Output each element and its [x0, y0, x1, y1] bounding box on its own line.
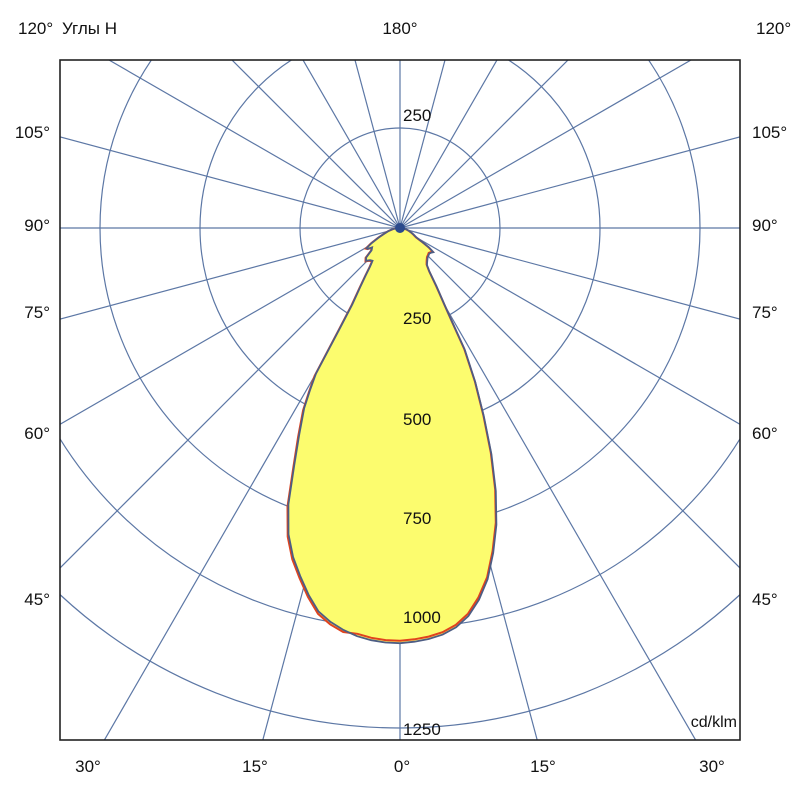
grid-ray: [354, 60, 401, 229]
right-angle-label: 105°: [752, 123, 787, 142]
left-angle-label: 45°: [24, 590, 50, 609]
top-center-angle-label: 180°: [382, 19, 417, 38]
left-angle-label: 105°: [15, 123, 50, 142]
bottom-angle-label: 15°: [530, 757, 556, 776]
grid-ray: [399, 227, 740, 320]
bottom-angle-label: 0°: [394, 757, 410, 776]
grid-ray: [399, 60, 446, 229]
left-angle-label: 75°: [24, 303, 50, 322]
grid-ray: [60, 136, 401, 229]
corner-angle-label-right: 120°: [756, 19, 791, 38]
grid-ray: [60, 227, 401, 320]
grid-ray: [399, 227, 740, 569]
grid-circle: [60, 593, 740, 729]
grid-ray: [60, 227, 401, 425]
left-angle-label: 60°: [24, 424, 50, 443]
axis-tick-labels: 105° 90° 75° 60° 45° 105° 90° 75° 60° 45° 30° 15° 0°…: [15, 106, 787, 776]
grid-ray: [107, 60, 401, 229]
grid-ray: [399, 60, 569, 229]
beam-fill-c90: [288, 228, 497, 644]
unit-label: cd/klm: [691, 714, 737, 731]
corner-angle-label-left: 120°: [18, 19, 53, 38]
grid-ray: [399, 60, 498, 229]
right-angle-label: 75°: [752, 303, 778, 322]
right-angle-label: 45°: [752, 590, 778, 609]
radial-tick-label: 500: [403, 410, 431, 429]
grid-ray: [399, 136, 740, 229]
bottom-angle-label: 15°: [242, 757, 268, 776]
chart-title: Углы H: [62, 19, 117, 38]
right-angle-label: 90°: [752, 216, 778, 235]
grid-ray: [399, 227, 697, 740]
pole-dot: [395, 223, 405, 233]
right-angle-label: 60°: [752, 424, 778, 443]
intensity-curves: [286, 227, 498, 645]
left-angle-label: 90°: [24, 216, 50, 235]
grid-ray: [231, 60, 401, 229]
radial-tick-label: 750: [403, 509, 431, 528]
radial-tick-label: 1250: [403, 720, 441, 739]
radial-tick-label: 250: [403, 309, 431, 328]
grid-ray: [399, 60, 693, 229]
radial-tick-label: 1000: [403, 608, 441, 627]
radial-tick-label: 250: [403, 106, 431, 125]
grid-ray: [60, 227, 401, 569]
curve-c90-blue: [287, 227, 498, 645]
grid-ray: [399, 227, 740, 425]
bottom-angle-label: 30°: [699, 757, 725, 776]
plot-border: [59, 59, 741, 741]
grid-ray: [302, 60, 401, 229]
bottom-angle-label: 30°: [75, 757, 101, 776]
